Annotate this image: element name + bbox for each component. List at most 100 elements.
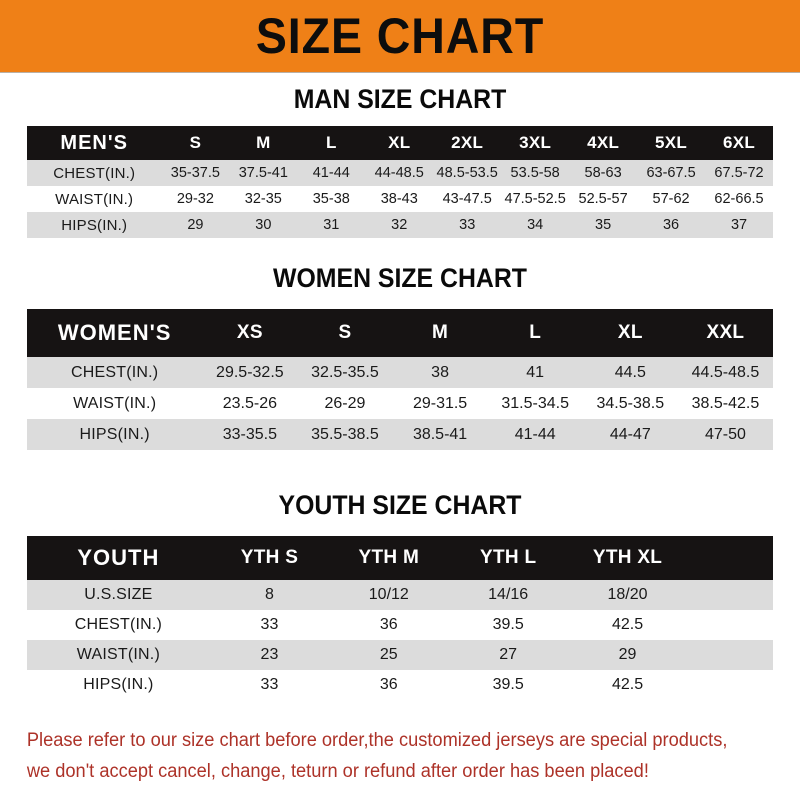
men-waist-m: 32-35 (229, 186, 298, 212)
men-hips-xl: 32 (365, 212, 434, 238)
men-chest-m: 37.5-41 (229, 160, 298, 186)
men-hips-3xl: 34 (501, 212, 570, 238)
women-chest-l: 41 (487, 357, 583, 388)
men-chest-s: 35-37.5 (161, 160, 230, 186)
women-hips-l: 41-44 (487, 419, 583, 450)
women-size-header-xs: XS (202, 309, 298, 357)
men-size-header-4xl: 4XL (569, 126, 638, 160)
women-chest-xxl: 44.5-48.5 (677, 357, 773, 388)
men-size-header-6xl: 6XL (705, 126, 773, 160)
men-hips-6xl: 37 (705, 212, 773, 238)
women-row-label-chest: CHEST(IN.) (27, 357, 203, 388)
youth-hips-spacer (687, 670, 773, 700)
men-waist-2xl: 43-47.5 (433, 186, 502, 212)
table-row: U.S.SIZE 8 10/12 14/16 18/20 (27, 580, 773, 610)
men-waist-xl: 38-43 (365, 186, 434, 212)
women-hips-xl: 44-47 (582, 419, 678, 450)
women-waist-s: 26-29 (297, 388, 393, 419)
youth-section-title: YOUTH SIZE CHART (278, 490, 522, 520)
order-policy-note-line2: we don't accept cancel, change, teturn o… (26, 761, 649, 782)
women-size-section: WOMEN SIZE CHART WOMEN'S XS S M L XL (0, 263, 800, 450)
men-size-header-2xl: 2XL (433, 126, 502, 160)
men-size-header-m: M (229, 126, 298, 160)
women-table-wrapper: WOMEN'S XS S M L XL XXL CHEST(IN.) 29.5-… (0, 309, 800, 450)
men-table-body: CHEST(IN.) 35-37.5 37.5-41 41-44 44-48.5… (27, 160, 773, 238)
youth-row-label-chest: CHEST(IN.) (27, 610, 210, 640)
men-chest-xl: 44-48.5 (365, 160, 434, 186)
women-hips-s: 35.5-38.5 (297, 419, 393, 450)
women-waist-l: 31.5-34.5 (487, 388, 583, 419)
table-row: HIPS(IN.) 29 30 31 32 33 34 35 36 37 (27, 212, 773, 238)
youth-size-table: YOUTH YTH S YTH M YTH L YTH XL U.S.SIZE … (27, 536, 773, 700)
men-size-header-xl: XL (365, 126, 434, 160)
women-row-label-waist: WAIST(IN.) (27, 388, 203, 419)
men-row-label-chest: CHEST(IN.) (27, 160, 162, 186)
youth-header-row: YOUTH YTH S YTH M YTH L YTH XL (27, 536, 773, 580)
men-waist-4xl: 52.5-57 (569, 186, 638, 212)
table-row: CHEST(IN.) 35-37.5 37.5-41 41-44 44-48.5… (27, 160, 773, 186)
youth-waist-l: 27 (448, 640, 568, 670)
women-row-label-hips: HIPS(IN.) (27, 419, 203, 450)
youth-waist-xl: 29 (567, 640, 688, 670)
youth-waist-s: 23 (209, 640, 330, 670)
women-chest-m: 38 (392, 357, 488, 388)
women-chest-xl: 44.5 (582, 357, 678, 388)
youth-row-label-waist: WAIST(IN.) (27, 640, 210, 670)
youth-chest-s: 33 (209, 610, 330, 640)
page-title: SIZE CHART (255, 8, 545, 64)
men-size-header-3xl: 3XL (501, 126, 570, 160)
men-hips-2xl: 33 (433, 212, 502, 238)
youth-hips-l: 39.5 (448, 670, 568, 700)
table-row: CHEST(IN.) 33 36 39.5 42.5 (27, 610, 773, 640)
men-section-title: MAN SIZE CHART (293, 84, 507, 114)
table-row: WAIST(IN.) 23 25 27 29 (27, 640, 773, 670)
men-waist-l: 35-38 (297, 186, 366, 212)
men-waist-s: 29-32 (161, 186, 230, 212)
women-size-header-s: S (297, 309, 393, 357)
men-row-label-header: MEN'S (27, 126, 162, 160)
women-size-header-xxl: XXL (677, 309, 773, 357)
men-hips-s: 29 (161, 212, 230, 238)
women-header-row: WOMEN'S XS S M L XL XXL (27, 309, 773, 357)
page-banner: SIZE CHART (0, 0, 800, 73)
youth-ussize-spacer (687, 580, 773, 610)
youth-table-wrapper: YOUTH YTH S YTH M YTH L YTH XL U.S.SIZE … (0, 536, 800, 700)
men-chest-3xl: 53.5-58 (501, 160, 570, 186)
women-size-table: WOMEN'S XS S M L XL XXL CHEST(IN.) 29.5-… (27, 309, 773, 450)
women-table-body: CHEST(IN.) 29.5-32.5 32.5-35.5 38 41 44.… (27, 357, 773, 450)
youth-hips-s: 33 (209, 670, 330, 700)
youth-row-label-ussize: U.S.SIZE (27, 580, 210, 610)
women-waist-xxl: 38.5-42.5 (677, 388, 773, 419)
women-section-title: WOMEN SIZE CHART (273, 263, 527, 293)
men-chest-l: 41-44 (297, 160, 366, 186)
women-chest-xs: 29.5-32.5 (202, 357, 298, 388)
men-chest-2xl: 48.5-53.5 (433, 160, 502, 186)
youth-table-head: YOUTH YTH S YTH M YTH L YTH XL (27, 536, 773, 580)
youth-hips-xl: 42.5 (567, 670, 688, 700)
youth-table-body: U.S.SIZE 8 10/12 14/16 18/20 CHEST(IN.) … (27, 580, 773, 700)
youth-waist-m: 25 (329, 640, 449, 670)
youth-chest-m: 36 (329, 610, 449, 640)
men-hips-4xl: 35 (569, 212, 638, 238)
men-chest-5xl: 63-67.5 (637, 160, 706, 186)
youth-ussize-s: 8 (209, 580, 330, 610)
table-row: HIPS(IN.) 33-35.5 35.5-38.5 38.5-41 41-4… (27, 419, 773, 450)
order-policy-note: Please refer to our size chart before or… (0, 725, 768, 787)
men-row-label-hips: HIPS(IN.) (27, 212, 162, 238)
table-row: WAIST(IN.) 23.5-26 26-29 29-31.5 31.5-34… (27, 388, 773, 419)
youth-size-header-xl: YTH XL (567, 536, 688, 580)
men-size-header-5xl: 5XL (637, 126, 706, 160)
men-size-section: MAN SIZE CHART MEN'S S M L XL 2XL (0, 84, 800, 238)
women-row-label-header: WOMEN'S (27, 309, 203, 357)
women-hips-xs: 33-35.5 (202, 419, 298, 450)
men-size-table: MEN'S S M L XL 2XL 3XL 4XL 5XL 6XL CHEST (27, 126, 773, 238)
youth-size-header-l: YTH L (448, 536, 568, 580)
men-hips-m: 30 (229, 212, 298, 238)
youth-chest-spacer (687, 610, 773, 640)
youth-size-header-spacer (687, 536, 773, 580)
men-table-wrapper: MEN'S S M L XL 2XL 3XL 4XL 5XL 6XL CHEST (0, 126, 800, 238)
youth-ussize-l: 14/16 (448, 580, 568, 610)
men-chest-6xl: 67.5-72 (705, 160, 773, 186)
table-row: CHEST(IN.) 29.5-32.5 32.5-35.5 38 41 44.… (27, 357, 773, 388)
